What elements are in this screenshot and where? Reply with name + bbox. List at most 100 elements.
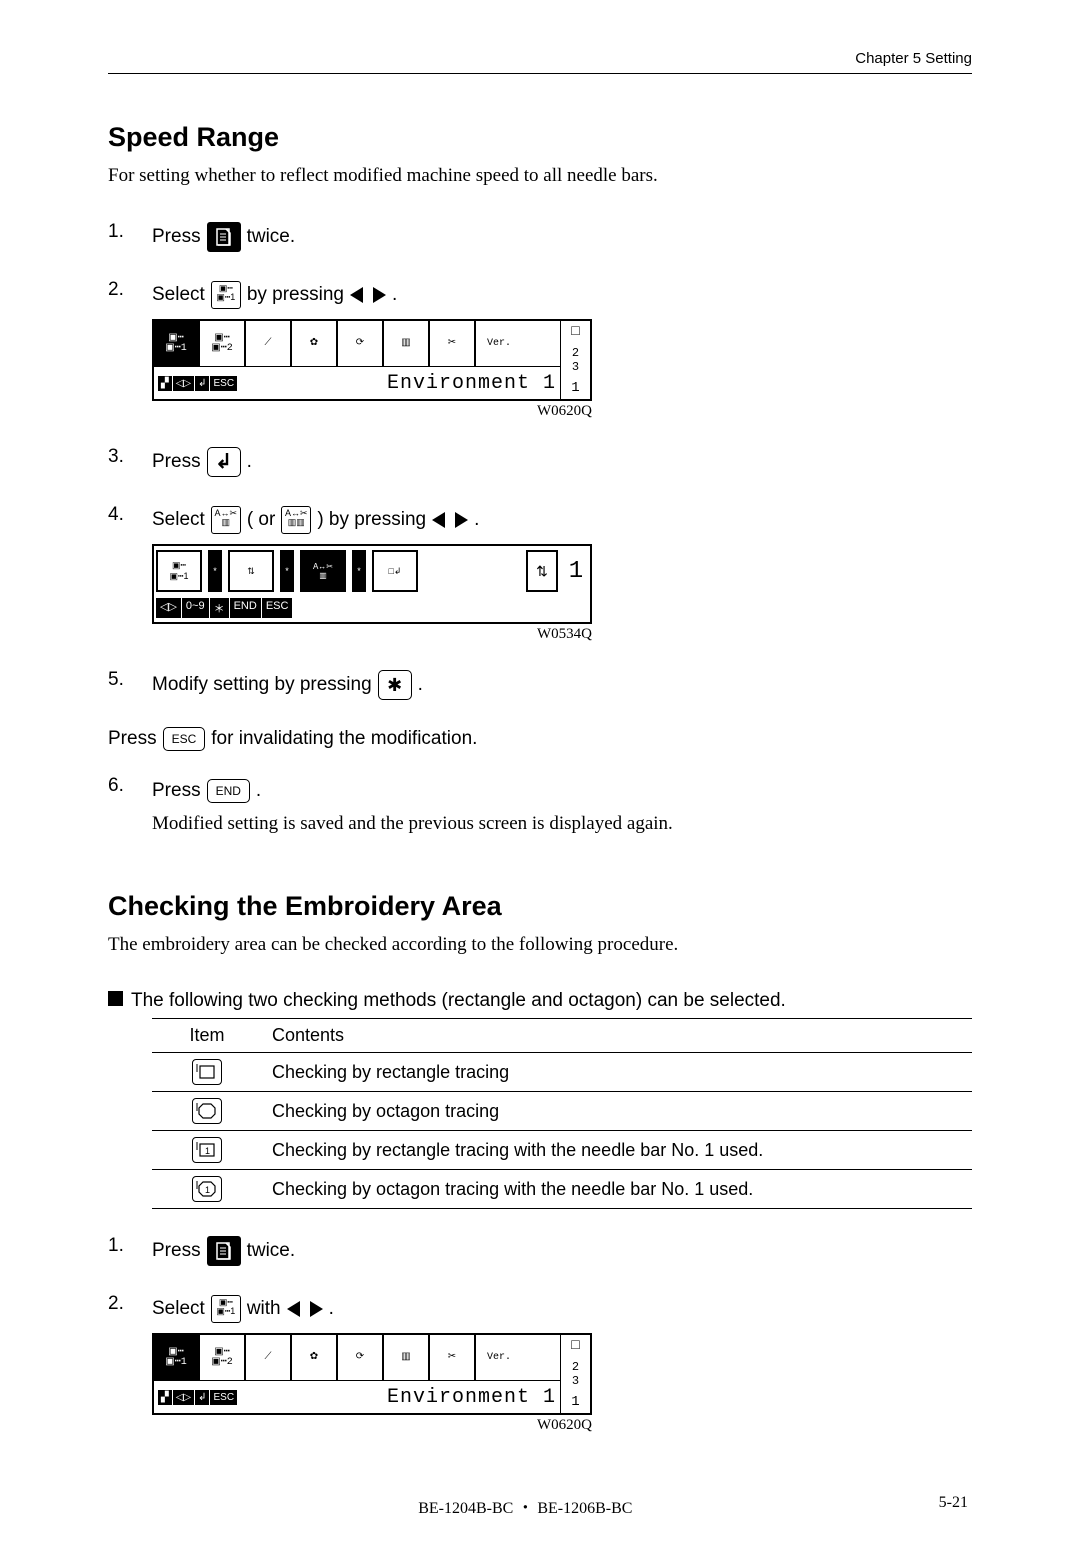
lcd2-cell: A↔✂▥ — [300, 550, 346, 592]
lcd-key: ◁▷ — [173, 376, 194, 391]
table-row: 1 Checking by rectangle tracing with the… — [152, 1131, 972, 1170]
section1-desc: For setting whether to reflect modified … — [108, 165, 972, 187]
section1-title: Speed Range — [108, 122, 972, 153]
lcd2-num: 1 — [564, 558, 588, 585]
step4-post: . — [474, 504, 479, 536]
lcd2-cell: □↲ — [372, 550, 418, 592]
lcd-cell: ⟋ — [246, 1335, 292, 1380]
td-contents: Checking by rectangle tracing with the n… — [262, 1131, 972, 1170]
step-2: Select ▣┅▣┅1 by pressing . ▣┅▣┅1 ▣┅▣┅2 ⟋… — [108, 279, 972, 420]
lcd-cell: ▥ — [384, 321, 430, 366]
section2-steps: Press twice. Select ▣┅▣┅1 with . — [108, 1235, 972, 1434]
svg-text:1: 1 — [205, 1185, 210, 1195]
lcd-screen-3: ▣┅▣┅1 ▣┅▣┅2 ⟋ ✿ ⟳ ▥ ✂ Ver. — [152, 1333, 592, 1415]
step-6: Press END . Modified setting is saved an… — [108, 775, 972, 835]
lcd2-cell: * — [208, 550, 222, 592]
page-icon — [207, 1236, 241, 1266]
lcd2-cell: ▣┅▣┅1 — [156, 550, 202, 592]
lcd-cell: ✂ — [430, 1335, 476, 1380]
td-contents: Checking by octagon tracing with the nee… — [262, 1170, 972, 1209]
lcd-screen-2: ▣┅▣┅1 * ⇅ * A↔✂▥ * □↲ ⇅ 1 ◁▷ 0~9 ＊ END E… — [152, 544, 592, 624]
lcd2-key: 0~9 — [182, 598, 209, 618]
table-row: Checking by rectangle tracing — [152, 1053, 972, 1092]
step6-pre: Press — [152, 775, 201, 807]
lcd-key: ↲ — [195, 1390, 209, 1405]
left-arrow-icon — [432, 512, 445, 528]
esc-note: Press ESC for invalidating the modificat… — [108, 727, 972, 751]
step2-post: . — [392, 279, 397, 311]
td-contents: Checking by rectangle tracing — [262, 1053, 972, 1092]
step-3: Press ↲ . — [108, 446, 972, 478]
lcd-right-col: □231 — [560, 1335, 590, 1413]
esc-note-post: for invalidating the modification. — [211, 728, 477, 750]
step4-mid2: ) by pressing — [317, 504, 426, 536]
lcd-key: ▞ — [158, 1390, 172, 1405]
table-row: Checking by octagon tracing — [152, 1092, 972, 1131]
end-key-icon: END — [207, 779, 250, 803]
page-footer: BE-1204B-BC ・ BE-1206B-BC 5-21 — [108, 1494, 972, 1518]
lcd-cell: ⟳ — [338, 1335, 384, 1380]
enter-key-icon: ↲ — [207, 447, 241, 477]
section2-desc: The embroidery area can be checked accor… — [108, 934, 972, 956]
s2-step2-mid: with — [247, 1293, 281, 1325]
section2-title: Checking the Embroidery Area — [108, 891, 972, 922]
right-arrow-icon — [455, 512, 468, 528]
lcd2-cell: * — [352, 550, 366, 592]
lcd2-cell: ⇅ — [228, 550, 274, 592]
footer-center: BE-1204B-BC ・ BE-1206B-BC — [112, 1494, 939, 1518]
table-row: 1 Checking by octagon tracing with the n… — [152, 1170, 972, 1209]
star-key-icon: ✱ — [378, 670, 412, 700]
step3-post: . — [247, 446, 252, 478]
lcd-right-col: □231 — [560, 321, 590, 399]
methods-note-text: The following two checking methods (rect… — [131, 990, 786, 1011]
lcd-cell: ⟋ — [246, 321, 292, 366]
lcd-screen-1: ▣┅▣┅1 ▣┅▣┅2 ⟋ ✿ ⟳ ▥ ✂ Ver. ▞ — [152, 319, 592, 401]
right-arrow-icon — [310, 1301, 323, 1317]
s2-step2-post: . — [329, 1293, 334, 1325]
footer-page-num: 5-21 — [939, 1494, 968, 1518]
bullet-icon — [108, 991, 123, 1006]
step1-post: twice. — [247, 221, 296, 253]
env1-icon: ▣┅▣┅1 — [211, 1295, 241, 1323]
step-4: Select A↔✂▥ ( or A↔✂▥▥ ) by pressing . ▣… — [108, 504, 972, 643]
right-arrow-icon — [373, 287, 386, 303]
s2-step1-post: twice. — [247, 1235, 296, 1267]
section1-steps: Press twice. Select ▣┅▣┅1 by pressing . — [108, 221, 972, 701]
lcd-cell: ▣┅▣┅1 — [154, 1335, 200, 1380]
lcd-cell: ✿ — [292, 321, 338, 366]
step1-pre: Press — [152, 221, 201, 253]
th-item: Item — [152, 1019, 262, 1053]
s2-step1-pre: Press — [152, 1235, 201, 1267]
lcd-code-2: W0534Q — [152, 626, 592, 643]
methods-note: The following two checking methods (rect… — [108, 990, 972, 1012]
lcd-cell: ▣┅▣┅2 — [200, 1335, 246, 1380]
chapter-header: Chapter 5 Setting — [108, 50, 972, 74]
lcd-cell: ✂ — [430, 321, 476, 366]
esc-note-pre: Press — [108, 728, 157, 750]
section1-steps-cont: Press END . Modified setting is saved an… — [108, 775, 972, 835]
step-5: Modify setting by pressing ✱ . — [108, 669, 972, 701]
lcd-cell: ✿ — [292, 1335, 338, 1380]
lcd-cell: ▣┅▣┅1 — [154, 321, 200, 366]
lcd-code-3: W0620Q — [152, 1417, 592, 1434]
svg-text:1: 1 — [205, 1146, 210, 1156]
esc-key-icon: ESC — [163, 727, 206, 751]
lcd-status: Environment 1 — [387, 372, 556, 395]
step2-pre: Select — [152, 279, 205, 311]
step5-pre: Modify setting by pressing — [152, 669, 372, 701]
lcd-cell: ▥ — [384, 1335, 430, 1380]
lcd-cell: Ver. — [476, 1335, 522, 1380]
rect-trace-icon — [192, 1059, 222, 1085]
step5-post: . — [418, 669, 423, 701]
speed-all-icon: A↔✂▥ — [211, 506, 241, 534]
lcd2-key: END — [230, 598, 261, 618]
lcd-cell: ▣┅▣┅2 — [200, 321, 246, 366]
lcd2-cell: ⇅ — [526, 550, 558, 592]
left-arrow-icon — [287, 1301, 300, 1317]
lcd-cell: ⟳ — [338, 321, 384, 366]
lcd-key: ◁▷ — [173, 1390, 194, 1405]
speed-each-icon: A↔✂▥▥ — [281, 506, 311, 534]
lcd-code-1: W0620Q — [152, 403, 592, 420]
lcd-key: ESC — [210, 376, 237, 391]
step2-mid: by pressing — [247, 279, 344, 311]
